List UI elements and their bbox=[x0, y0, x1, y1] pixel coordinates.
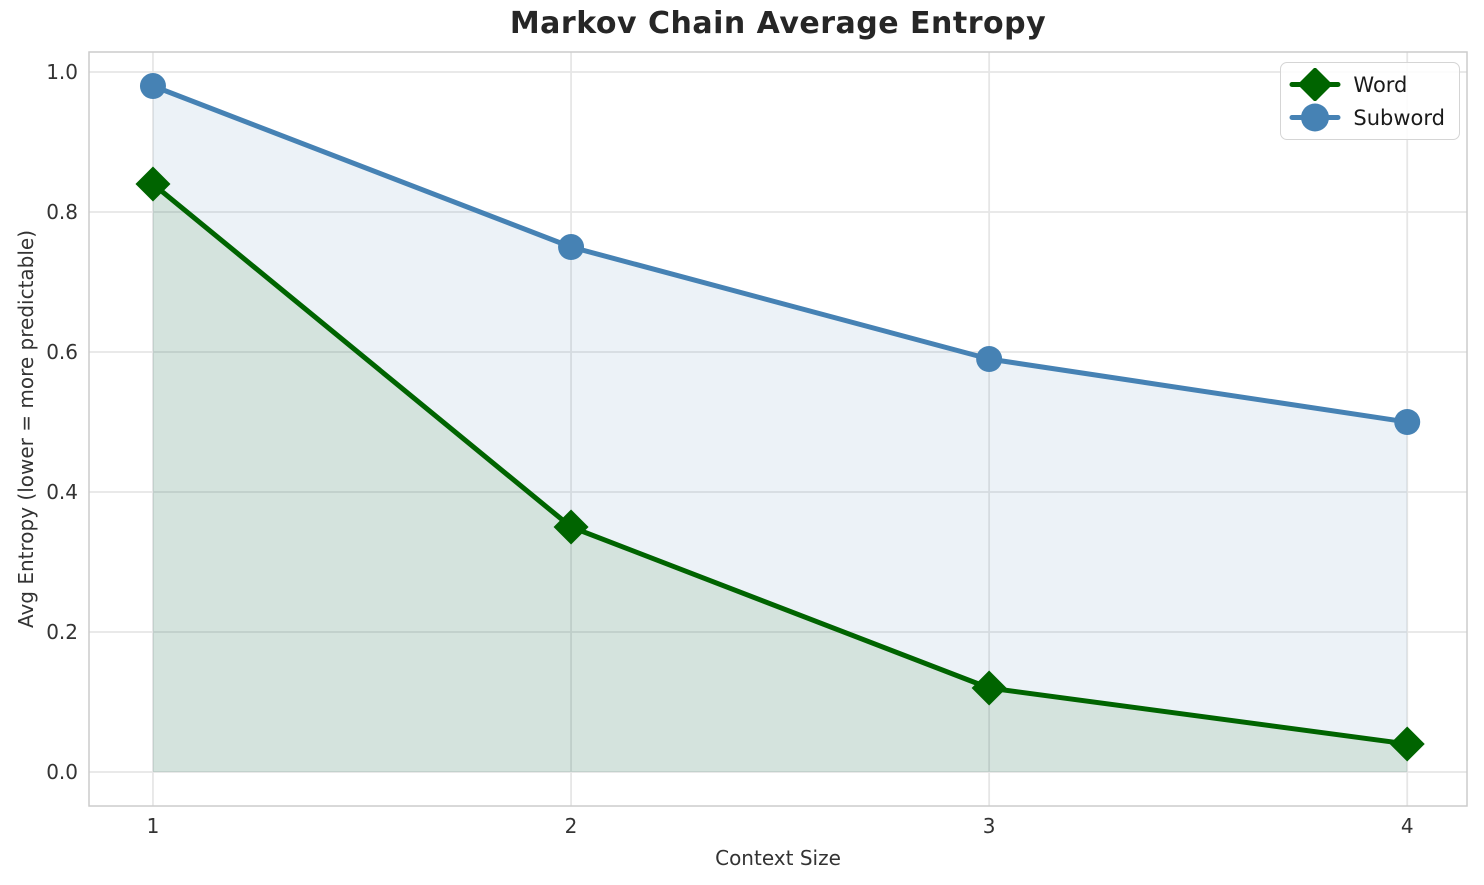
y-tick-label: 0.2 bbox=[46, 619, 78, 644]
x-axis-title: Context Size bbox=[715, 846, 841, 870]
subword-area-fill bbox=[152, 86, 1408, 772]
word-marker bbox=[1389, 726, 1425, 762]
axes-spines bbox=[88, 51, 1468, 807]
x-tick-label: 4 bbox=[1400, 814, 1414, 838]
subword-line bbox=[150, 83, 1410, 425]
word-marker bbox=[971, 670, 1007, 706]
legend: Word Subword bbox=[1280, 62, 1460, 140]
legend-entry-word: Word bbox=[1289, 68, 1445, 101]
word-marker bbox=[553, 509, 589, 545]
subword-marker bbox=[1394, 409, 1421, 436]
x-tick-label: 2 bbox=[564, 814, 578, 838]
x-tick-label: 3 bbox=[982, 814, 996, 838]
y-tick-label: 1.0 bbox=[46, 60, 78, 85]
y-tick-label: 0.0 bbox=[46, 759, 78, 784]
y-tick-label: 0.6 bbox=[46, 340, 78, 364]
legend-entry-subword: Subword bbox=[1289, 101, 1445, 134]
word-line bbox=[150, 181, 1410, 747]
subword-marker bbox=[139, 73, 166, 100]
y-tick-label: 0.8 bbox=[46, 200, 78, 224]
x-tick-label: 1 bbox=[146, 814, 160, 838]
legend-label-word: Word bbox=[1353, 72, 1408, 97]
word-marker bbox=[135, 166, 171, 202]
word-area-fill bbox=[152, 184, 1408, 772]
legend-label-subword: Subword bbox=[1353, 105, 1445, 130]
subword-marker bbox=[558, 234, 585, 261]
word-diamond-marker-icon bbox=[1289, 68, 1341, 101]
y-tick-label: 0.4 bbox=[46, 479, 78, 504]
subword-circle-marker-icon bbox=[1289, 103, 1341, 132]
subword-marker bbox=[976, 346, 1003, 373]
chart-title: Markov Chain Average Entropy bbox=[509, 6, 1047, 41]
